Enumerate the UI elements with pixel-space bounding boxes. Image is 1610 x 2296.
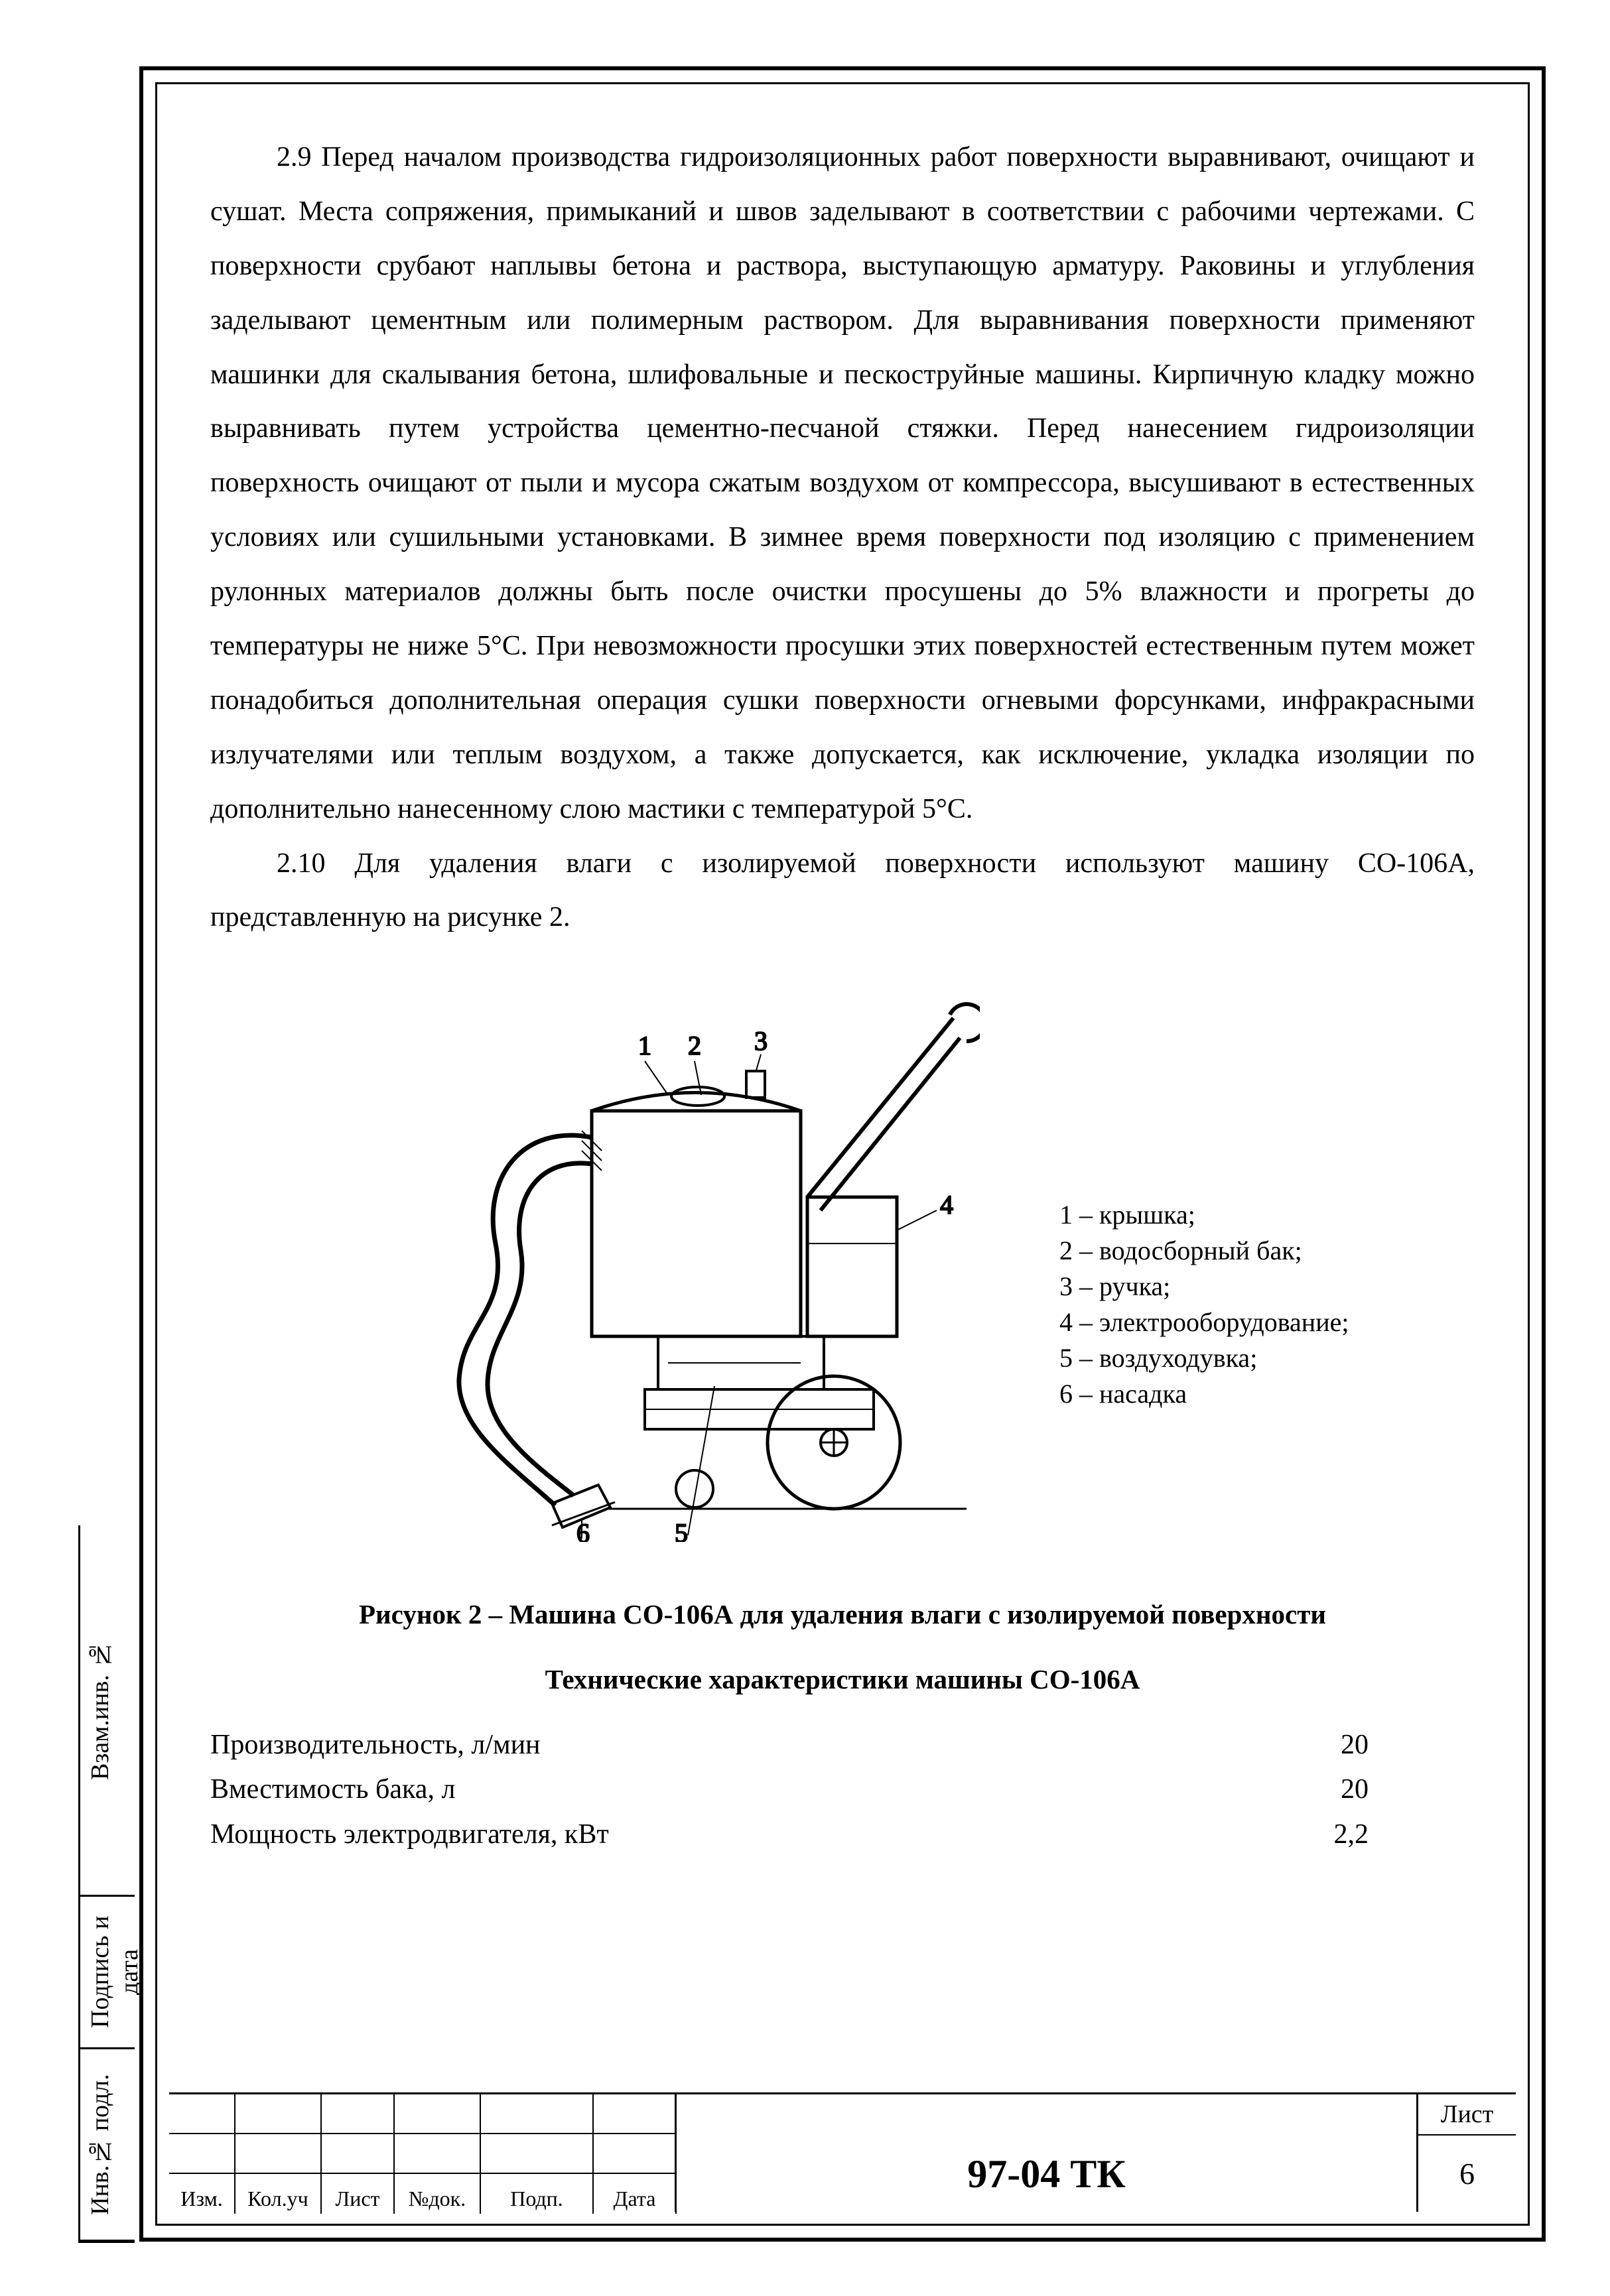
callout-1: 1 [638, 1031, 651, 1060]
legend-item-3: 3 – ручка; [1059, 1269, 1349, 1305]
spec-row-1: Производительность, л/мин 20 [210, 1723, 1475, 1767]
title-block-left: Изм. Кол.уч Лист №док. Подп. Дата [169, 2094, 677, 2212]
callout-4: 4 [940, 1190, 953, 1220]
title-block: Изм. Кол.уч Лист №док. Подп. Дата 97-04 … [169, 2092, 1516, 2212]
figure-2: 1 2 3 4 5 [210, 965, 1475, 1588]
inner-frame: 2.9 Перед началом производства гидроизол… [155, 82, 1530, 2226]
outer-frame: 2.9 Перед началом производства гидроизол… [139, 66, 1546, 2242]
side-stamp-inv: Инв.№ подл. [78, 2049, 135, 2242]
legend-item-2: 2 – водосборный бак; [1059, 1233, 1349, 1269]
spec-value: 20 [1341, 1767, 1369, 1812]
callout-5: 5 [675, 1518, 688, 1542]
paragraph-2-9: 2.9 Перед началом производства гидроизол… [210, 131, 1475, 837]
body-text: 2.9 Перед началом производства гидроизол… [210, 131, 1475, 1857]
legend-item-6: 6 – насадка [1059, 1376, 1349, 1412]
list-label: Лист [1418, 2094, 1516, 2136]
spec-row-2: Вместимость бака, л 20 [210, 1767, 1475, 1812]
spec-label: Вместимость бака, л [210, 1767, 455, 1812]
legend-item-1: 1 – крышка; [1059, 1197, 1349, 1233]
paragraph-2-10: 2.10 Для удаления влаги с изолируемой по… [210, 837, 1475, 946]
spec-value: 20 [1341, 1723, 1369, 1767]
tech-spec-title: Технические характеристики машины СО-106… [210, 1653, 1475, 1706]
spec-row-3: Мощность электродвигателя, кВт 2,2 [210, 1813, 1475, 1857]
spec-value: 2,2 [1334, 1813, 1369, 1857]
side-stamp-podpis: Подпись и дата [78, 1897, 135, 2049]
figure-2-diagram: 1 2 3 4 5 [383, 965, 980, 1542]
page-number: 6 [1418, 2136, 1516, 2212]
doc-code: 97-04 ТК [677, 2094, 1416, 2212]
figure-2-caption: Рисунок 2 – Машина СО-106А для удаления … [210, 1588, 1475, 1641]
callout-3: 3 [754, 1026, 768, 1056]
figure-2-legend: 1 – крышка; 2 – водосборный бак; 3 – руч… [1059, 1197, 1349, 1412]
legend-item-5: 5 – воздуходувка; [1059, 1340, 1349, 1376]
title-block-right: Лист 6 [1416, 2094, 1516, 2212]
side-stamp-vzam: Взам.инв. № [78, 1525, 135, 1897]
callout-6: 6 [576, 1518, 590, 1542]
legend-item-4: 4 – электрооборудование; [1059, 1305, 1349, 1340]
hdr-data: Дата [594, 2187, 675, 2211]
spec-label: Производительность, л/мин [210, 1723, 541, 1767]
callout-2: 2 [688, 1031, 701, 1060]
spec-label: Мощность электродвигателя, кВт [210, 1813, 609, 1857]
